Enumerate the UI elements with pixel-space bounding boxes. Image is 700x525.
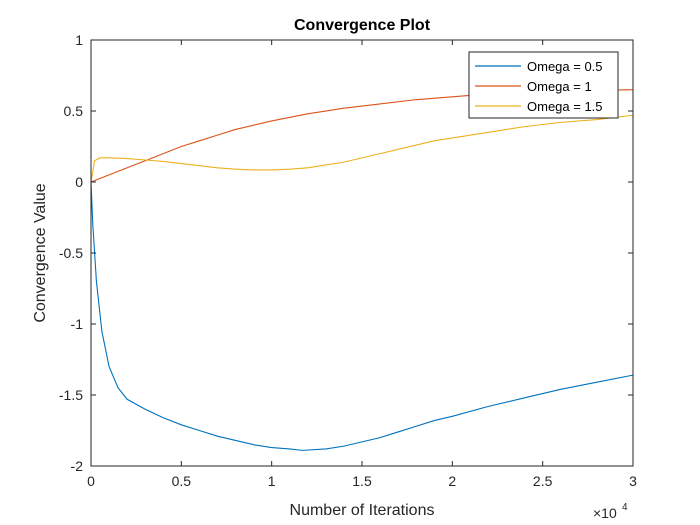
legend-box xyxy=(468,51,619,119)
y-axis-label: Convergence Value xyxy=(32,183,49,322)
legend-label-2: Omega = 1 xyxy=(527,79,592,94)
y-tick-label: -2 xyxy=(71,458,84,474)
series-line-1 xyxy=(90,181,634,451)
y-tick-label: 0.5 xyxy=(64,103,84,119)
y-tick-label: -1.5 xyxy=(59,387,83,403)
series-line-3 xyxy=(90,114,634,183)
y-tick-label: 0 xyxy=(75,174,83,190)
y-tick-label: -1 xyxy=(71,316,84,332)
y-tick-label: 1 xyxy=(75,32,83,48)
x-tick-label: 2 xyxy=(448,473,456,489)
legend-label-1: Omega = 0.5 xyxy=(527,59,603,74)
x-tick-label: 1 xyxy=(268,473,276,489)
y-tick-label: -0.5 xyxy=(59,245,83,261)
x-tick-label: 3 xyxy=(629,473,637,489)
legend-label-3: Omega = 1.5 xyxy=(527,99,603,114)
x-axis-label: Number of Iterations xyxy=(290,502,435,519)
x-exponent-base: ×10 xyxy=(593,505,617,521)
chart-title: Convergence Plot xyxy=(294,17,431,34)
x-tick-label: 2.5 xyxy=(533,473,553,489)
x-tick-label: 0 xyxy=(87,473,95,489)
x-exponent-power: 4 xyxy=(622,502,628,513)
legend: Omega = 0.5 Omega = 1 Omega = 1.5 xyxy=(468,51,619,119)
x-tick-label: 1.5 xyxy=(352,473,372,489)
ticks-layer: 0 0.5 1 1.5 2 2.5 3 1 0.5 0 -0.5 -1 -1.5 -2 xyxy=(59,32,637,489)
x-axis-exponent: ×10 4 xyxy=(593,502,628,521)
x-tick-label: 0.5 xyxy=(172,473,192,489)
